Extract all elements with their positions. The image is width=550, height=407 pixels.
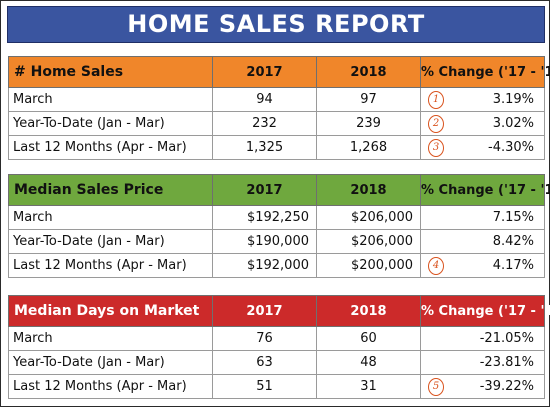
value-2018: 239 [316,111,421,136]
row-label: March [8,205,213,230]
change-value: 4.17% [492,258,534,273]
table-row: Year-To-Date (Jan - Mar) 232 239 2 3.02% [8,111,545,136]
value-2017: 1,325 [212,135,317,160]
value-2017: $190,000 [212,229,317,254]
change-value: 3.02% [492,116,534,131]
column-2017-header: 2017 [212,56,317,88]
column-2018-header: 2018 [316,174,421,206]
value-2018: $200,000 [316,253,421,278]
table-row: Year-To-Date (Jan - Mar) $190,000 $206,0… [8,229,545,254]
row-label: Last 12 Months (Apr - Mar) [8,374,213,399]
column-2018-header: 2018 [316,56,421,88]
circled-number-marker: 2 [428,115,444,133]
row-label: Year-To-Date (Jan - Mar) [8,350,213,375]
value-2018: 60 [316,326,421,351]
section-title: Median Days on Market [8,295,213,327]
change-value: -23.81% [479,355,534,370]
section-title: # Home Sales [8,56,213,88]
home-sales-section: # Home Sales 2017 2018 % Change ('17 - '… [8,56,550,160]
table-header-row: Median Sales Price 2017 2018 % Change ('… [8,174,550,206]
value-2017: 232 [212,111,317,136]
value-2017: $192,250 [212,205,317,230]
change-cell: 7.15% [420,205,545,230]
column-change-header: % Change ('17 - '18) [420,295,550,327]
circled-number-marker: 5 [428,378,444,396]
value-2017: 63 [212,350,317,375]
change-value: 3.19% [492,92,534,107]
change-value: -39.22% [479,379,534,394]
value-2018: 1,268 [316,135,421,160]
value-2018: 48 [316,350,421,375]
table-row: March 76 60 -21.05% [8,326,545,351]
change-cell: 8.42% [420,229,545,254]
value-2018: 31 [316,374,421,399]
row-label: Last 12 Months (Apr - Mar) [8,253,213,278]
value-2017: $192,000 [212,253,317,278]
table-row: Last 12 Months (Apr - Mar) $192,000 $200… [8,253,545,278]
change-cell: 4 4.17% [420,253,545,278]
value-2018: $206,000 [316,205,421,230]
change-cell: 5 -39.22% [420,374,545,399]
circled-number-marker: 1 [428,91,444,109]
value-2018: $206,000 [316,229,421,254]
row-label: Last 12 Months (Apr - Mar) [8,135,213,160]
change-value: 8.42% [492,234,534,249]
change-value: 7.15% [492,210,534,225]
table-header-row: Median Days on Market 2017 2018 % Change… [8,295,550,327]
table-row: March 94 97 1 3.19% [8,87,545,112]
median-price-section: Median Sales Price 2017 2018 % Change ('… [8,174,550,278]
row-label: Year-To-Date (Jan - Mar) [8,229,213,254]
value-2018: 97 [316,87,421,112]
column-2017-header: 2017 [212,295,317,327]
table-row: March $192,250 $206,000 7.15% [8,205,545,230]
median-price-table: Median Sales Price 2017 2018 % Change ('… [8,174,550,278]
change-cell: -21.05% [420,326,545,351]
median-days-section: Median Days on Market 2017 2018 % Change… [8,295,550,399]
table-row: Last 12 Months (Apr - Mar) 1,325 1,268 3… [8,135,545,160]
circled-number-marker: 4 [428,257,444,275]
home-sales-table: # Home Sales 2017 2018 % Change ('17 - '… [8,56,550,160]
table-row: Year-To-Date (Jan - Mar) 63 48 -23.81% [8,350,545,375]
row-label: March [8,326,213,351]
table-row: Last 12 Months (Apr - Mar) 51 31 5 -39.22… [8,374,545,399]
table-header-row: # Home Sales 2017 2018 % Change ('17 - '… [8,56,550,88]
column-change-header: % Change ('17 - '18) [420,56,550,88]
value-2017: 76 [212,326,317,351]
column-2018-header: 2018 [316,295,421,327]
change-cell: 2 3.02% [420,111,545,136]
circled-number-marker: 3 [428,139,444,157]
column-2017-header: 2017 [212,174,317,206]
change-value: -21.05% [479,331,534,346]
row-label: March [8,87,213,112]
change-value: -4.30% [488,140,534,155]
value-2017: 94 [212,87,317,112]
change-cell: 3 -4.30% [420,135,545,160]
change-cell: -23.81% [420,350,545,375]
value-2017: 51 [212,374,317,399]
row-label: Year-To-Date (Jan - Mar) [8,111,213,136]
section-title: Median Sales Price [8,174,213,206]
report-title: HOME SALES REPORT [7,6,545,43]
median-days-table: Median Days on Market 2017 2018 % Change… [8,295,550,399]
column-change-header: % Change ('17 - '18) [420,174,550,206]
change-cell: 1 3.19% [420,87,545,112]
